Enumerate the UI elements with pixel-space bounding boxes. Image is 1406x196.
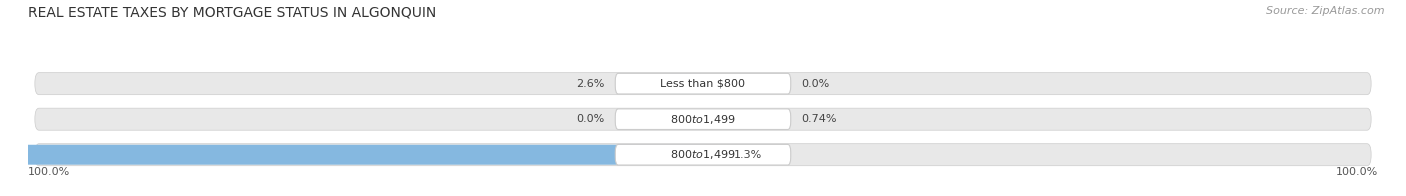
FancyBboxPatch shape (35, 144, 1371, 166)
Text: 1.3%: 1.3% (734, 150, 762, 160)
Text: $800 to $1,499: $800 to $1,499 (671, 113, 735, 126)
Text: 100.0%: 100.0% (1336, 167, 1378, 178)
FancyBboxPatch shape (668, 74, 703, 94)
FancyBboxPatch shape (616, 109, 790, 130)
FancyBboxPatch shape (35, 73, 1371, 95)
FancyBboxPatch shape (616, 73, 790, 94)
Text: REAL ESTATE TAXES BY MORTGAGE STATUS IN ALGONQUIN: REAL ESTATE TAXES BY MORTGAGE STATUS IN … (28, 6, 436, 20)
FancyBboxPatch shape (703, 109, 713, 129)
FancyBboxPatch shape (616, 144, 790, 165)
Text: 0.0%: 0.0% (801, 79, 830, 89)
Text: 2.6%: 2.6% (576, 79, 605, 89)
Text: Source: ZipAtlas.com: Source: ZipAtlas.com (1267, 6, 1385, 16)
Text: Less than $800: Less than $800 (661, 79, 745, 89)
Text: $800 to $1,499: $800 to $1,499 (671, 148, 735, 161)
Text: 0.0%: 0.0% (576, 114, 605, 124)
FancyBboxPatch shape (35, 108, 1371, 130)
Text: 0.74%: 0.74% (801, 114, 837, 124)
Text: 100.0%: 100.0% (28, 167, 70, 178)
FancyBboxPatch shape (0, 145, 703, 165)
FancyBboxPatch shape (703, 145, 720, 165)
